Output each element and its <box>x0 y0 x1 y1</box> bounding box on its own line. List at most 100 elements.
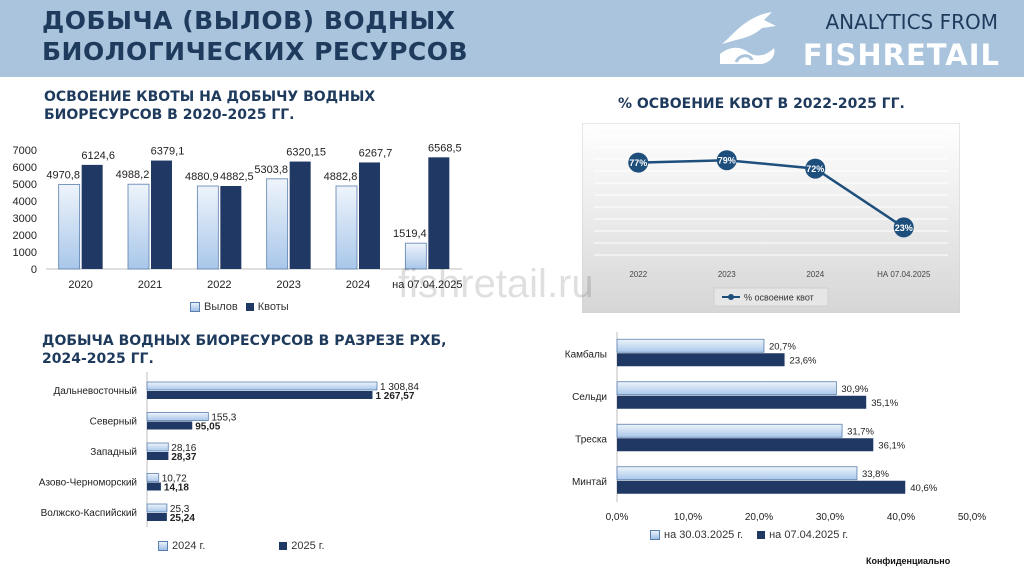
y-tick-label: Азово-Черноморский <box>39 478 137 489</box>
x-tick-label: 2024 <box>346 279 370 291</box>
page-title-line2: БИОЛОГИЧЕСКИХ РЕСУРСОВ <box>42 37 469 66</box>
species-legend: на 30.03.2025 г. на 07.04.2025 г. <box>650 529 848 541</box>
quota-legend: Вылов Квоты <box>190 301 289 313</box>
bar <box>147 513 167 521</box>
y-tick-label: Северный <box>90 417 137 428</box>
data-label: 72% <box>806 164 824 174</box>
y-tick-label: Волжско-Каспийский <box>41 508 137 519</box>
bar <box>617 353 785 367</box>
bar <box>616 338 765 353</box>
y-tick-label: Камбалы <box>565 348 607 360</box>
bar <box>616 466 858 481</box>
bar <box>146 381 378 391</box>
x-tick-label: 2024 <box>806 270 824 279</box>
bar <box>404 242 427 270</box>
data-label: 95,05 <box>195 422 220 433</box>
quota-heading-line2: БИОРЕСУРСОВ В 2020-2025 ГГ. <box>44 107 295 123</box>
data-label: 23% <box>895 223 913 233</box>
data-point <box>893 217 914 238</box>
legend-swatch-0330 <box>650 530 660 540</box>
y-tick-label: 4000 <box>13 196 37 208</box>
bar <box>289 161 311 269</box>
bar <box>617 480 906 494</box>
species-bar-chart: 0,0% 10,0% 20,0% 30,0% 40,0% 50,0% Камбалы 20,7… <box>565 332 986 523</box>
data-label: 5303,8 <box>254 164 288 176</box>
bar <box>146 412 209 421</box>
x-tick-label: 2020 <box>68 279 92 291</box>
data-point <box>628 152 649 173</box>
bar <box>146 442 169 452</box>
data-label: 4882,8 <box>324 171 358 183</box>
data-label: 31,7% <box>847 426 874 437</box>
x-tick-label: 2022 <box>207 279 231 291</box>
header-banner <box>0 0 1024 77</box>
page-title: ДОБЫЧА (ВЫЛОВ) ВОДНЫХ БИОЛОГИЧЕСКИХ РЕСУ… <box>42 5 468 67</box>
rhb-legend: 2024 г. 2025 г. <box>158 540 325 552</box>
rhb-bar-chart: Дальневосточный 1 308,841 267,57 Северный 1… <box>39 372 419 527</box>
x-tick-label: 2021 <box>138 279 162 291</box>
bar <box>220 185 242 269</box>
data-label: 155,3 <box>211 413 236 424</box>
data-label: 1 267,57 <box>375 391 414 402</box>
y-tick-label: 7000 <box>13 145 37 157</box>
data-label: 6267,7 <box>359 147 393 159</box>
bar <box>616 423 843 438</box>
data-label: 6568,5 <box>428 142 462 154</box>
bar <box>147 482 161 491</box>
x-tick-label: 2022 <box>629 270 647 279</box>
data-label: 77% <box>629 158 647 168</box>
confidential-note: Конфиденциально <box>866 556 951 566</box>
data-label: 10,72 <box>162 474 187 485</box>
data-label: 36,1% <box>878 440 905 451</box>
data-label: 4880,9 <box>185 171 219 183</box>
legend-label-2025: 2025 г. <box>291 540 325 552</box>
page-title-line1: ДОБЫЧА (ВЫЛОВ) ВОДНЫХ <box>42 6 456 35</box>
bar <box>127 183 150 270</box>
bar <box>428 157 450 269</box>
legend-label-quota: Квоты <box>257 301 289 313</box>
y-tick-label: 3000 <box>13 213 37 225</box>
data-label: 4882,5 <box>220 171 254 183</box>
legend-swatch-0407 <box>757 531 766 539</box>
x-tick-label: 20,0% <box>745 512 773 523</box>
data-label: 6379,1 <box>151 146 185 158</box>
percent-line-chart: 77% 79% 72% 23% 2022 2023 2024 НА 07.04.2025 % о… <box>582 123 960 313</box>
legend-swatch-2025 <box>279 542 288 550</box>
data-label: 30,9% <box>841 384 868 395</box>
y-tick-label: Минтай <box>572 477 607 488</box>
data-label: 33,8% <box>862 469 889 480</box>
legend-label: % освоение квот <box>744 293 814 303</box>
bar <box>359 162 380 269</box>
legend-swatch-catch <box>190 302 200 312</box>
legend-label-2024: 2024 г. <box>172 540 206 552</box>
x-tick-label: 40,0% <box>887 512 915 523</box>
x-tick-label: 0,0% <box>606 512 629 523</box>
data-label: 79% <box>718 156 736 166</box>
x-tick-label: на 07.04.2025 <box>392 279 462 291</box>
quota-bar-chart: 0100020003000400050006000700020204970,86… <box>13 142 463 291</box>
x-tick-label: НА 07.04.2025 <box>877 270 931 279</box>
rhb-chart-heading: ДОБЫЧА ВОДНЫХ БИОРЕСУРСОВ В РАЗРЕЗЕ РХБ,… <box>42 332 447 368</box>
data-label: 1519,4 <box>393 228 427 240</box>
y-tick-label: 5000 <box>13 179 37 191</box>
bar <box>81 164 103 269</box>
series-line <box>638 158 905 229</box>
legend-swatch-quota <box>245 303 254 311</box>
data-point <box>716 150 737 171</box>
y-tick-label: 0 <box>31 264 37 276</box>
y-tick-label: Сельди <box>572 392 607 403</box>
data-label: 14,18 <box>164 483 189 494</box>
plot-background <box>582 123 960 313</box>
bar <box>617 438 874 452</box>
bar <box>146 503 168 513</box>
y-tick-label: Треска <box>575 434 607 445</box>
bar <box>58 184 81 270</box>
data-point <box>805 158 826 179</box>
legend-marker-icon <box>728 294 734 300</box>
bar <box>146 473 160 482</box>
data-label: 25,3 <box>170 504 190 515</box>
data-label: 40,6% <box>910 483 937 494</box>
rhb-heading-line1: ДОБЫЧА ВОДНЫХ БИОРЕСУРСОВ В РАЗРЕЗЕ РХБ, <box>42 333 447 349</box>
y-tick-label: Западный <box>90 447 137 458</box>
bar <box>147 452 169 460</box>
